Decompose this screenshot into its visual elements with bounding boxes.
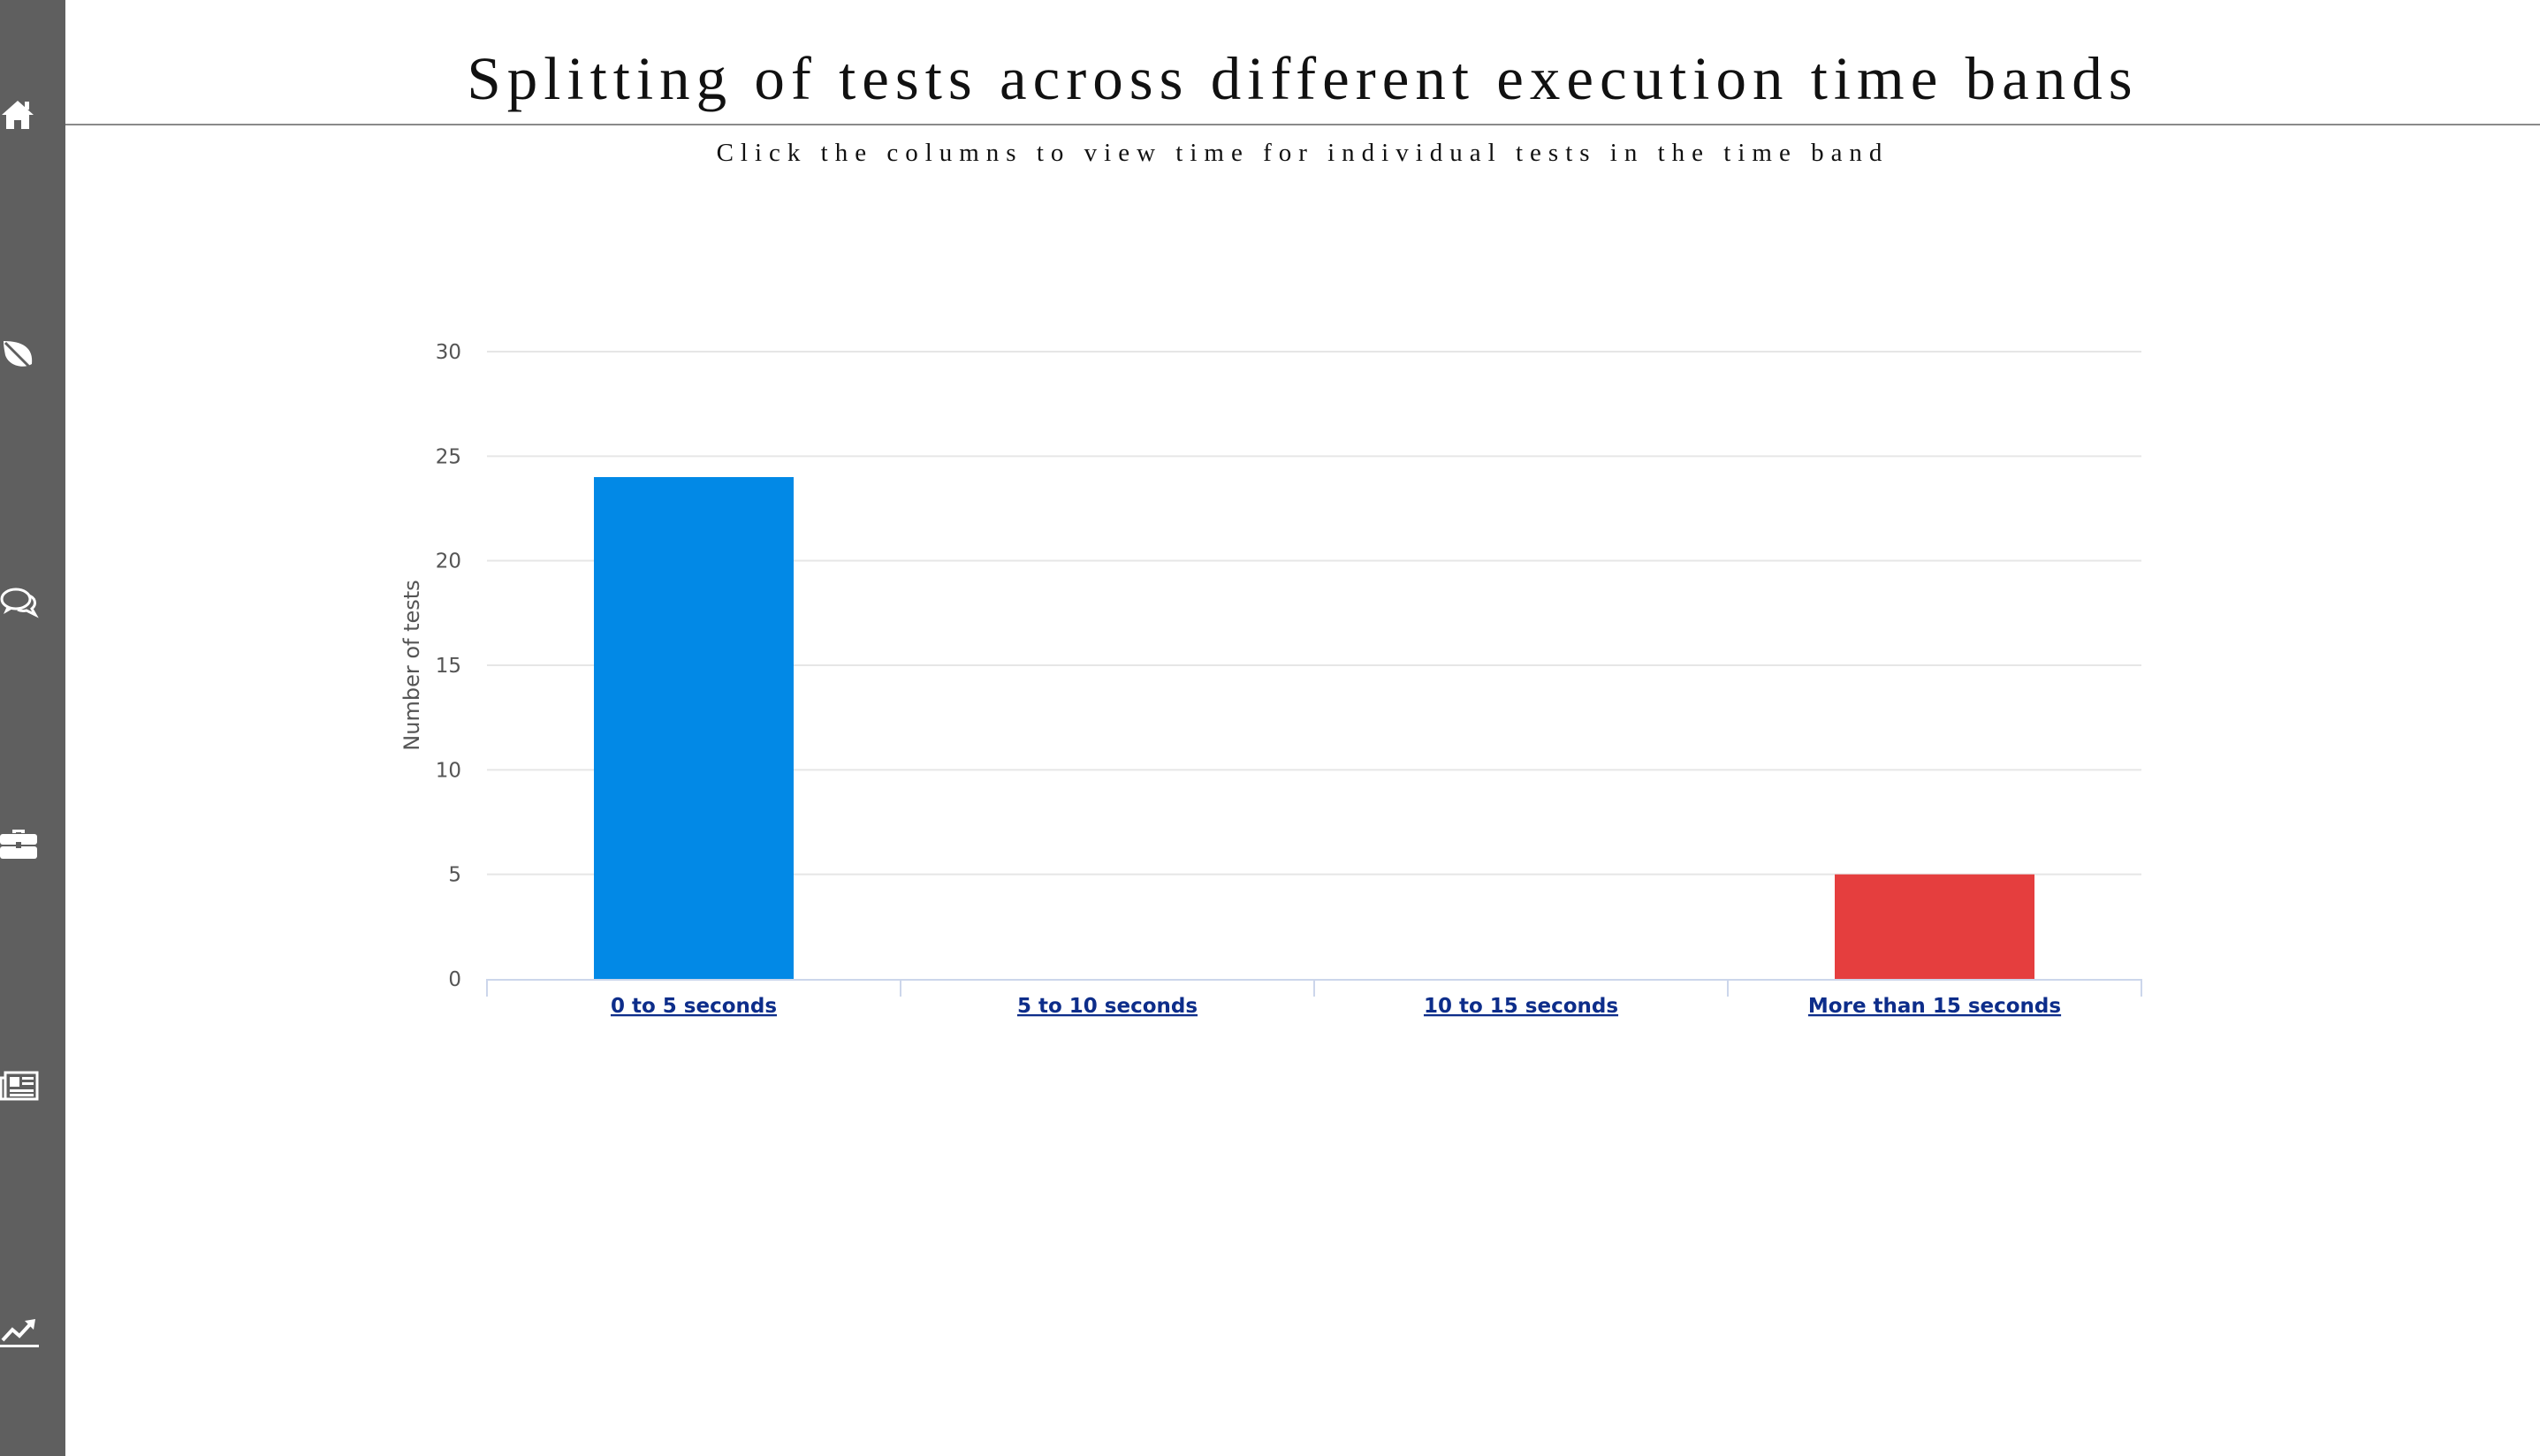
- x-category-link[interactable]: 5 to 10 seconds: [1017, 995, 1198, 1018]
- sidebar-item-trend[interactable]: [0, 1301, 65, 1362]
- x-category-link[interactable]: More than 15 seconds: [1808, 995, 2061, 1018]
- briefcase-icon: [0, 830, 37, 859]
- bar[interactable]: [1835, 874, 2034, 979]
- chart-bars: [594, 477, 2034, 979]
- y-tick-label: 10: [436, 759, 461, 782]
- page-subtitle: Click the columns to view time for indiv…: [716, 139, 1890, 167]
- bar[interactable]: [594, 477, 794, 979]
- sidebar-item-newspaper[interactable]: [0, 1056, 65, 1118]
- y-tick-label: 15: [436, 655, 461, 678]
- y-tick-label: 20: [436, 550, 461, 573]
- home-icon: [2, 101, 34, 129]
- leaf-icon: [4, 341, 35, 373]
- y-tick-label: 30: [436, 341, 461, 364]
- chart-x-axis: 0 to 5 seconds 5 to 10 seconds 10 to 15 se…: [486, 979, 2142, 1018]
- header-divider: [65, 124, 2540, 125]
- newspaper-icon: [0, 1071, 39, 1101]
- x-category-link[interactable]: 0 to 5 seconds: [611, 995, 777, 1018]
- sidebar-item-home[interactable]: [0, 84, 65, 146]
- y-axis-title: Number of tests: [399, 580, 424, 750]
- sidebar-item-leaf[interactable]: [0, 324, 65, 386]
- chart-y-axis: 0 5 10 15 20 25 30: [436, 341, 461, 991]
- trend-chart-icon: [0, 1319, 39, 1347]
- sidebar-item-chat[interactable]: [0, 572, 65, 633]
- sidebar-item-briefcase[interactable]: [0, 813, 65, 875]
- y-tick-label: 25: [436, 445, 461, 468]
- sidebar: [0, 0, 65, 1456]
- page-title: Splitting of tests across different exec…: [467, 45, 2139, 112]
- y-tick-label: 5: [448, 864, 461, 887]
- y-tick-label: 0: [448, 968, 461, 991]
- x-category-link[interactable]: 10 to 15 seconds: [1424, 995, 1618, 1018]
- chat-icon: [0, 588, 39, 618]
